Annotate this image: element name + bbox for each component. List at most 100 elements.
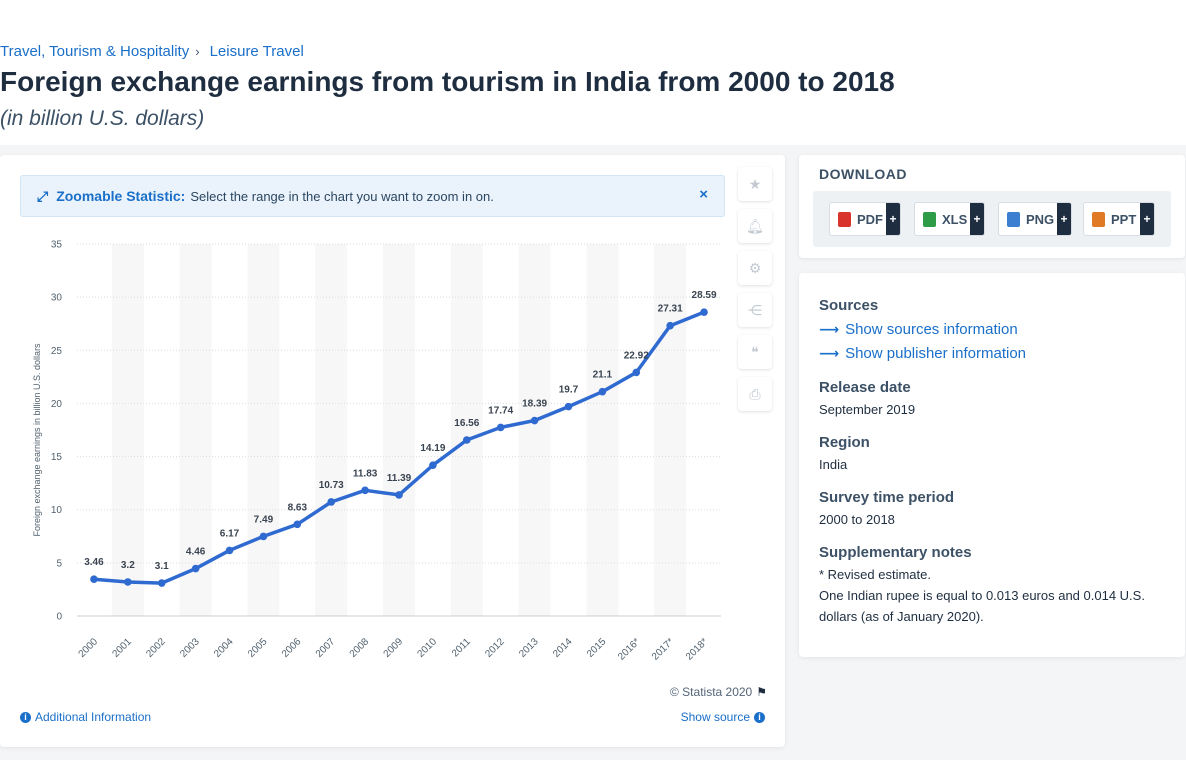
info-icon: i	[20, 711, 31, 723]
png-file-icon	[1007, 211, 1020, 227]
x-tick-label: 2018*	[684, 636, 710, 662]
show-source-link[interactable]: Show source i	[681, 710, 765, 724]
print-button[interactable]: ⎙	[738, 377, 772, 411]
chart-card: ⤢ Zoomable Statistic: Select the range i…	[0, 155, 785, 747]
arrow-right-icon: ⟶	[819, 321, 840, 337]
x-tick-label: 2012	[483, 636, 507, 660]
data-point	[530, 416, 539, 425]
download-card: DOWNLOAD PDF + XLS + PNG + PPT +	[799, 155, 1185, 258]
data-label: 18.39	[522, 399, 547, 410]
breadcrumb-link-leisure[interactable]: Leisure Travel	[209, 43, 304, 60]
download-ppt-label: PPT	[1111, 211, 1137, 227]
data-label: 14.19	[420, 443, 445, 454]
data-label: 28.59	[692, 290, 717, 301]
breadcrumb-link-travel[interactable]: Travel, Tourism & Hospitality	[0, 43, 190, 60]
data-label: 27.31	[658, 304, 683, 315]
plus-icon[interactable]: +	[886, 203, 900, 235]
column-band	[383, 244, 415, 616]
cite-button[interactable]: ❝	[738, 335, 772, 369]
x-tick-label: 2000	[77, 636, 101, 660]
supplementary-note-currency: One Indian rupee is equal to 0.013 euros…	[819, 588, 1145, 624]
column-band	[315, 244, 348, 616]
data-label: 3.2	[121, 560, 135, 571]
y-axis-label: Foreign exchange earnings in billion U.S…	[32, 343, 42, 537]
y-tick-label: 30	[51, 293, 63, 304]
x-tick-label: 2011	[450, 636, 473, 659]
download-pdf-button[interactable]: PDF +	[829, 202, 901, 236]
download-png-button[interactable]: PNG +	[998, 202, 1072, 236]
survey-period-value: 2000 to 2018	[819, 512, 895, 527]
download-xls-button[interactable]: XLS +	[914, 202, 985, 236]
settings-button[interactable]: ⚙	[738, 251, 772, 285]
data-point	[700, 308, 708, 316]
data-label: 10.73	[319, 480, 344, 491]
ppt-file-icon	[1092, 211, 1105, 227]
favorite-button[interactable]: ★	[738, 167, 772, 201]
data-label: 4.46	[186, 547, 206, 558]
x-tick-label: 2008	[348, 636, 372, 660]
data-point	[361, 486, 369, 495]
download-png-label: PNG	[1026, 211, 1055, 227]
zoom-banner: ⤢ Zoomable Statistic: Select the range i…	[20, 175, 725, 217]
star-icon: ★	[748, 175, 762, 192]
data-point	[496, 423, 505, 432]
show-sources-label: Show sources information	[845, 321, 1018, 338]
data-point	[632, 368, 641, 377]
data-label: 19.7	[559, 385, 579, 396]
data-point	[157, 579, 166, 587]
data-point	[191, 564, 200, 573]
x-tick-label: 2005	[246, 636, 270, 660]
x-tick-label: 2004	[212, 636, 236, 660]
x-tick-label: 2006	[280, 636, 304, 660]
column-band	[179, 244, 212, 616]
x-tick-label: 2002	[144, 636, 168, 660]
column-band	[111, 244, 144, 616]
data-label: 7.49	[254, 514, 274, 525]
plus-icon[interactable]: +	[1057, 203, 1071, 235]
data-point	[259, 532, 268, 541]
data-point	[429, 461, 437, 469]
page-title: Foreign exchange earnings from tourism i…	[0, 66, 895, 97]
column-band	[247, 244, 280, 616]
show-source-label: Show source	[680, 710, 750, 724]
column-band	[586, 244, 619, 616]
data-point	[90, 575, 98, 584]
x-tick-label: 2007	[314, 636, 338, 660]
gear-icon: ⚙	[748, 259, 762, 276]
show-sources-link[interactable]: ⟶ Show sources information	[819, 321, 1018, 338]
plus-icon[interactable]: +	[1140, 203, 1154, 235]
flag-icon[interactable]: ⚑	[756, 685, 767, 699]
supplementary-note-revised: * Revised estimate.	[819, 567, 931, 582]
expand-icon: ⤢	[37, 187, 49, 204]
data-label: 21.1	[593, 370, 613, 381]
copyright: © Statista 2020 ⚑	[670, 685, 767, 699]
info-card: Sources ⟶ Show sources information ⟶ Sho…	[799, 273, 1185, 657]
notification-button[interactable]: 🔔︎	[738, 209, 772, 243]
copyright-text: © Statista 2020	[670, 685, 753, 699]
show-publisher-label: Show publisher information	[845, 345, 1027, 362]
region-heading: Region	[819, 434, 870, 451]
additional-info-link[interactable]: i Additional Information	[20, 710, 151, 724]
arrow-right-icon: ⟶	[819, 345, 840, 361]
additional-info-label: Additional Information	[35, 710, 152, 724]
y-tick-label: 5	[56, 558, 62, 569]
y-tick-label: 20	[51, 399, 63, 410]
download-title: DOWNLOAD	[819, 166, 907, 182]
show-publisher-link[interactable]: ⟶ Show publisher information	[819, 345, 1026, 362]
download-ppt-button[interactable]: PPT +	[1083, 202, 1155, 236]
pdf-file-icon	[838, 211, 851, 227]
plus-icon[interactable]: +	[970, 203, 984, 235]
x-tick-label: 2010	[416, 636, 440, 660]
data-point	[395, 491, 403, 499]
x-tick-label: 2014	[551, 636, 575, 660]
data-point	[225, 546, 234, 555]
line-chart[interactable]: 0 5 10 15 20 25 30 35 Foreign exchange earnings …	[0, 155, 730, 675]
x-tick-label: 2001	[110, 636, 134, 660]
column-band	[654, 244, 687, 616]
close-icon[interactable]: ×	[699, 186, 708, 203]
data-label: 8.63	[288, 502, 308, 513]
y-tick-label: 10	[51, 505, 63, 516]
region-value: India	[819, 457, 848, 472]
share-button[interactable]: ⋲	[738, 293, 772, 327]
